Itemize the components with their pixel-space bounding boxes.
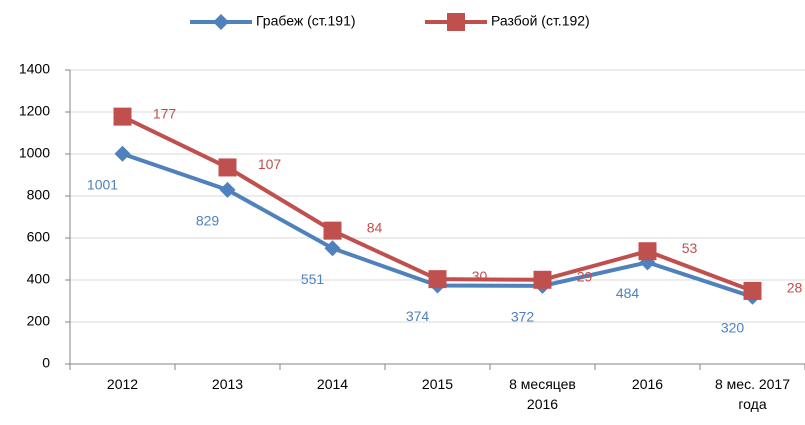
- legend-label: Разбой (ст.192): [491, 13, 590, 29]
- x-tick-label-box: 2013: [211, 376, 244, 392]
- y-tick-label: 1400: [19, 61, 50, 77]
- data-label: 829: [196, 213, 220, 229]
- marker: [638, 242, 657, 261]
- data-label: 28: [787, 280, 803, 296]
- x-tick-label: 8 месяцев 2016: [509, 376, 576, 412]
- marker: [743, 281, 762, 300]
- x-tick-label-box: 2012: [106, 376, 139, 392]
- data-label: 107: [258, 156, 282, 172]
- data-label: 484: [616, 285, 640, 301]
- x-tick-label: 2015: [421, 376, 454, 392]
- marker: [219, 181, 236, 198]
- data-label: 320: [721, 320, 745, 336]
- y-tick-label: 200: [27, 313, 51, 329]
- marker: [218, 158, 237, 177]
- x-tick-label: 2013: [211, 376, 244, 392]
- x-tick-label-box: 8 мес. 2017 года: [714, 376, 790, 412]
- data-label: 30: [472, 268, 488, 284]
- x-tick-label: 2014: [316, 376, 349, 392]
- x-tick-label: 2016: [631, 376, 664, 392]
- data-label: 551: [301, 271, 325, 287]
- x-tick-label-box: 2015: [421, 376, 454, 392]
- data-label: 1001: [87, 176, 118, 192]
- x-tick-label-box: 2014: [316, 376, 349, 392]
- x-tick-label-box: 8 месяцев 2016: [509, 376, 576, 412]
- y-tick-label: 1000: [19, 145, 50, 161]
- data-label: 53: [682, 240, 698, 256]
- y-tick-label: 1200: [19, 103, 50, 119]
- marker: [213, 14, 229, 30]
- marker: [323, 221, 342, 240]
- data-label: 29: [577, 268, 593, 284]
- data-label: 372: [511, 309, 535, 325]
- x-tick-label-box: 2016: [631, 376, 664, 392]
- marker: [113, 107, 132, 126]
- y-tick-label: 400: [27, 271, 51, 287]
- marker: [324, 240, 341, 257]
- data-label: 374: [406, 308, 430, 324]
- data-label: 84: [367, 219, 383, 235]
- y-tick-label: 600: [27, 229, 51, 245]
- marker: [447, 13, 465, 31]
- marker: [428, 270, 447, 289]
- y-tick-label: 0: [42, 355, 50, 371]
- x-tick-label: 8 мес. 2017 года: [714, 376, 790, 412]
- marker: [533, 270, 552, 289]
- data-label: 177: [153, 105, 177, 121]
- legend-label: Грабеж (ст.191): [256, 13, 356, 29]
- marker: [639, 254, 656, 271]
- y-tick-label: 800: [27, 187, 51, 203]
- marker: [114, 145, 131, 162]
- x-tick-label: 2012: [106, 376, 139, 392]
